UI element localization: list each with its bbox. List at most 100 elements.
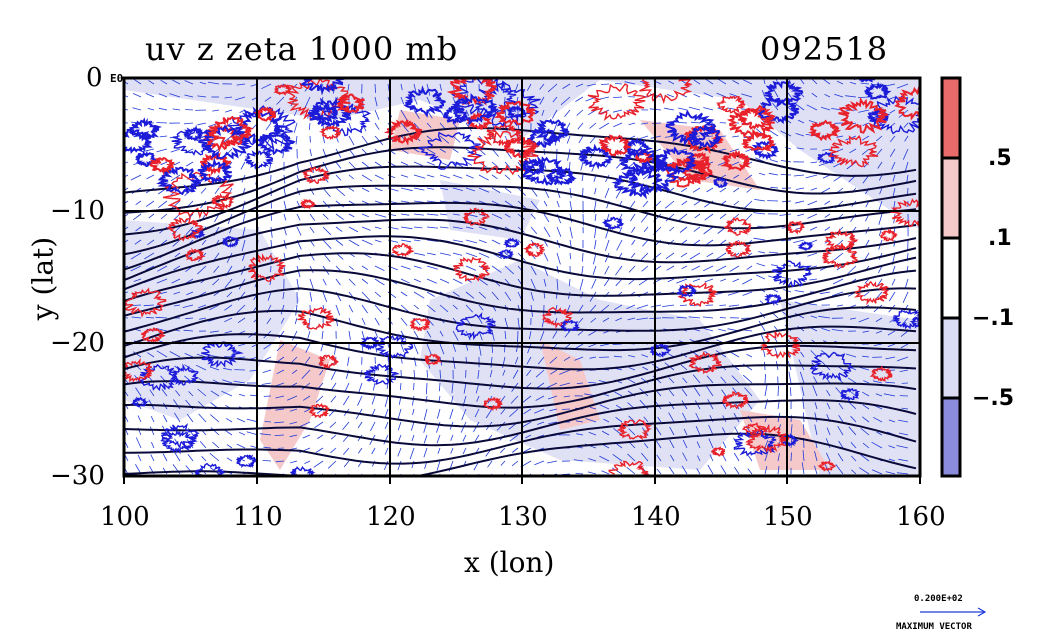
wind-vector: [615, 265, 623, 276]
wind-vector: [758, 251, 766, 254]
wind-vector: [197, 265, 207, 275]
wind-vector: [800, 351, 805, 358]
wind-vector: [589, 291, 597, 302]
y-tick-label: −30: [50, 461, 105, 491]
wind-vector: [361, 174, 373, 182]
wind-vector: [692, 374, 701, 384]
wind-vector: [174, 412, 181, 423]
wind-vector: [304, 460, 311, 464]
wind-vector: [173, 399, 181, 410]
wind-vector: [719, 304, 727, 306]
wind-vector: [641, 265, 649, 272]
wind-vector: [374, 330, 378, 338]
wind-vector: [283, 200, 287, 210]
wind-vector: [308, 122, 311, 130]
wind-vector: [197, 122, 207, 126]
wind-vector: [264, 96, 272, 102]
wind-vector: [718, 328, 727, 332]
wind-vector: [413, 278, 421, 283]
wind-vector: [374, 239, 382, 243]
wind-vector: [704, 278, 714, 283]
wind-vector: [873, 343, 883, 346]
wind-vector: [862, 442, 870, 449]
wind-vector: [400, 83, 403, 91]
wind-vector: [683, 428, 688, 436]
wind-vector: [426, 317, 434, 326]
wind-vector: [335, 213, 344, 221]
wind-vector: [746, 187, 753, 193]
wind-vector: [137, 454, 142, 462]
positive-vorticity-contour: [688, 351, 722, 375]
negative-vorticity-contour: [312, 103, 339, 123]
wind-vector: [384, 395, 389, 407]
wind-vector: [575, 420, 584, 423]
wind-vector: [400, 226, 413, 230]
wind-vector: [539, 83, 545, 90]
wind-vector: [526, 369, 532, 377]
wind-vector: [796, 147, 805, 150]
wind-vector: [753, 212, 766, 215]
wind-vector: [275, 408, 285, 411]
positive-vorticity-contour: [391, 242, 415, 258]
wind-vector: [305, 343, 311, 353]
wind-vector: [676, 316, 688, 319]
wind-vector: [397, 408, 402, 421]
wind-vector: [343, 460, 350, 468]
wind-vector: [807, 200, 818, 206]
wind-vector: [643, 416, 649, 423]
wind-vector: [437, 408, 441, 419]
wind-vector: [877, 161, 883, 169]
wind-vector: [162, 453, 168, 462]
wind-vector: [875, 393, 883, 397]
wind-vector: [426, 330, 432, 338]
wind-vector: [747, 468, 753, 475]
wind-vector: [412, 395, 415, 406]
wind-vector: [426, 122, 432, 128]
wind-vector: [426, 135, 433, 141]
max-vector-value: 0.200E+02: [914, 594, 963, 604]
wind-vector: [536, 382, 545, 389]
wind-vector: [845, 353, 857, 358]
wind-vector: [491, 265, 502, 273]
wind-vector: [314, 421, 324, 429]
wind-vector: [858, 467, 870, 475]
wind-vector: [214, 213, 220, 223]
wind-vector: [836, 148, 844, 152]
wind-vector: [491, 291, 499, 300]
wind-vector: [835, 464, 844, 475]
wind-vector: [628, 367, 636, 371]
wind-vector: [132, 107, 142, 111]
positive-vorticity-contour: [869, 365, 893, 382]
wind-vector: [732, 387, 740, 397]
wind-vector: [322, 278, 327, 286]
wind-vector: [290, 460, 298, 464]
wind-vector: [850, 415, 857, 423]
wind-vector: [160, 79, 168, 85]
wind-vector: [465, 239, 478, 244]
wind-vector: [566, 122, 571, 130]
wind-vector: [873, 416, 883, 423]
wind-vector: [600, 343, 610, 347]
wind-vector: [275, 395, 285, 399]
wind-vector: [213, 265, 220, 273]
wind-vector: [130, 174, 142, 181]
positive-vorticity-contour: [828, 135, 879, 168]
wind-vector: [666, 265, 675, 271]
wind-vector: [183, 329, 194, 332]
wind-vector: [777, 385, 779, 397]
wind-vector: [185, 226, 194, 236]
wind-vector: [147, 352, 155, 358]
positive-vorticity-contour: [587, 83, 648, 122]
wind-vector: [462, 434, 467, 442]
negative-vorticity-contour: [451, 78, 519, 117]
wind-vector: [409, 447, 415, 460]
wind-vector: [613, 355, 623, 358]
wind-vector: [413, 265, 422, 269]
wind-vector: [236, 418, 246, 423]
wind-vector: [764, 374, 766, 384]
wind-vector: [276, 96, 285, 105]
wind-vector: [478, 174, 489, 181]
wind-vector: [145, 93, 155, 98]
wind-vector: [465, 304, 473, 313]
wind-vector: [727, 291, 740, 296]
